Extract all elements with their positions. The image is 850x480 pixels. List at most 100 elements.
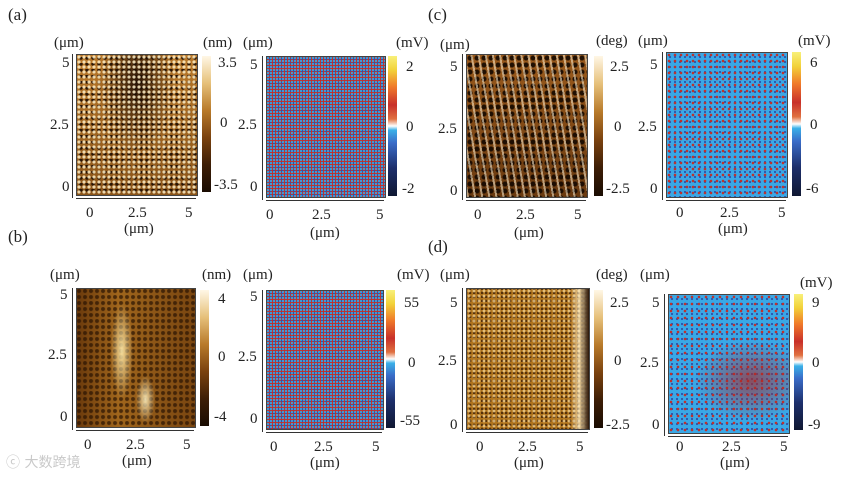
d-kpfm-cbar-tick: 9 [812,295,820,311]
a-kpfm-cbar-tick: 2 [406,59,414,75]
c-topo-x-unit: (μm) [514,225,544,241]
d-kpfm-cbar-unit: (mV) [800,275,833,291]
c-kpfm-colorbar [792,52,801,196]
a-kpfm-xtick: 0 [266,207,274,223]
a-topo-colorbar [202,56,211,192]
c-topo-cbar-tick: 2.5 [610,59,629,75]
a-kpfm-ytick: 5 [250,57,258,73]
b-topo-ytick: 2.5 [48,347,67,363]
a-topo-xtick: 0 [86,205,94,221]
b-kpfm-colorbar [386,290,395,428]
c-topo-xtick: 5 [574,207,582,223]
panel-label-d: (d) [428,237,448,256]
b-topo-cbar-tick: -4 [214,409,227,425]
c-topo-ytick: 0 [450,183,458,199]
c-kpfm-ytick: 0 [650,181,658,197]
a-topography-image [76,54,198,196]
b-kpfm-xtick: 2.5 [314,439,333,455]
c-topo-y-unit: (μm) [440,37,470,53]
b-kpfm-ytick: 0 [250,411,258,427]
c-topo-xtick: 0 [474,207,482,223]
b-kpfm-cbar-unit: (mV) [397,267,430,283]
a-kpfm-ytick: 0 [250,179,258,195]
d-topo-ytick: 5 [450,295,458,311]
b-topo-cbar-tick: 4 [218,291,226,307]
a-topo-cbar-tick: 0 [220,115,228,131]
d-kpfm-xtick: 2.5 [722,439,741,455]
b-kpfm-cbar-tick: 55 [404,295,419,311]
c-kpfm-ytick: 5 [650,57,658,73]
c-topo-cbar-unit: (deg) [596,33,628,49]
a-kpfm-ytick: 2.5 [238,117,257,133]
panel-label-a: (a) [8,5,27,24]
watermark-text: 大数跨境 [24,455,81,471]
a-topo-x-unit: (μm) [124,221,154,237]
a-kpfm-y-unit: (μm) [243,35,273,51]
a-kpfm-colorbar [388,56,397,196]
d-topo-xtick: 0 [476,439,484,455]
b-potential-image [266,290,384,430]
b-kpfm-ytick: 5 [250,289,258,305]
b-topo-xtick: 2.5 [126,437,145,453]
panel-label-c: (c) [428,5,447,24]
c-kpfm-cbar-tick: -6 [806,181,819,197]
d-topo-xtick: 2.5 [518,439,537,455]
d-kpfm-xtick: 0 [676,439,684,455]
a-topo-xtick: 5 [185,205,193,221]
b-kpfm-cbar-tick: -55 [400,413,420,429]
d-topo-cbar-unit: (deg) [596,267,628,283]
watermark: ⓒ 大数跨境 [6,452,80,472]
d-topo-colorbar [594,290,603,428]
c-kpfm-x-unit: (μm) [718,221,748,237]
d-topo-xtick: 5 [576,439,584,455]
a-kpfm-xtick: 5 [376,207,384,223]
c-topo-xtick: 2.5 [516,207,535,223]
d-topo-x-unit: (μm) [514,455,544,471]
c-kpfm-xtick: 5 [778,205,786,221]
c-topo-cbar-tick: 0 [614,119,622,135]
d-phase-image [466,288,590,430]
a-kpfm-xtick: 2.5 [312,207,331,223]
a-kpfm-cbar-tick: -2 [402,181,415,197]
b-topo-cbar-unit: (nm) [202,267,232,283]
c-phase-image [466,54,588,198]
a-topo-ytick: 5 [62,55,70,71]
b-topo-cbar-tick: 0 [218,349,226,365]
a-kpfm-cbar-tick: 0 [406,119,414,135]
d-kpfm-ytick: 0 [652,417,660,433]
a-kpfm-x-unit: (μm) [310,225,340,241]
d-kpfm-y-unit: (μm) [640,267,670,283]
c-kpfm-xtick: 0 [676,205,684,221]
a-topo-cbar-tick: -3.5 [214,177,238,193]
d-potential-image [668,294,790,434]
a-topo-ytick: 2.5 [50,117,69,133]
b-kpfm-y-unit: (μm) [243,267,273,283]
c-topo-ytick: 5 [450,59,458,75]
c-kpfm-ytick: 2.5 [638,119,657,135]
d-kpfm-ytick: 5 [652,295,660,311]
b-topo-y-unit: (μm) [50,267,80,283]
d-topo-ytick: 0 [450,417,458,433]
panel-label-b: (b) [8,227,28,246]
c-kpfm-xtick: 2.5 [720,205,739,221]
b-topo-colorbar [200,290,209,426]
a-topo-y-unit: (μm) [54,35,84,51]
b-topo-ytick: 0 [60,409,68,425]
b-topo-ytick: 5 [60,287,68,303]
watermark-logo-icon: ⓒ [6,455,25,471]
c-kpfm-y-unit: (μm) [638,33,668,49]
d-kpfm-colorbar [794,294,803,430]
a-potential-image [266,56,386,198]
d-topo-cbar-tick: 2.5 [610,295,629,311]
c-kpfm-cbar-unit: (mV) [798,33,831,49]
c-kpfm-cbar-tick: 6 [810,55,818,71]
c-topo-colorbar [594,56,603,196]
d-topo-ytick: 2.5 [438,353,457,369]
b-kpfm-x-unit: (μm) [310,455,340,471]
d-kpfm-cbar-tick: -9 [808,417,821,433]
c-potential-image [666,52,788,198]
d-topo-cbar-tick: 0 [614,353,622,369]
b-topography-image [76,288,196,428]
b-kpfm-xtick: 0 [270,439,278,455]
b-kpfm-ytick: 2.5 [238,349,257,365]
